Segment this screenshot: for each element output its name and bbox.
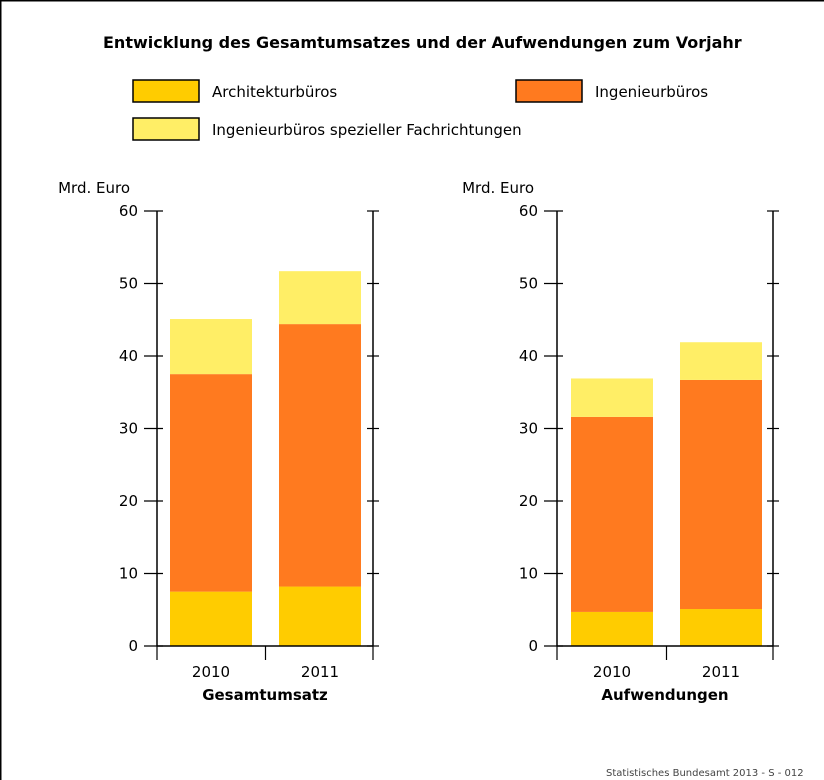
bar-stack-2011: [279, 271, 361, 646]
x-tick-label: 2011: [702, 663, 740, 681]
legend-swatch: [132, 79, 200, 103]
bar-segment: [571, 416, 653, 612]
y-tick-label: 60: [519, 202, 538, 220]
legend-swatch: [132, 117, 200, 141]
bar-segment: [170, 591, 252, 646]
x-tick-label: 2010: [593, 663, 631, 681]
bar-segment: [680, 609, 762, 646]
y-tick-label: 10: [519, 565, 538, 583]
legend-item-architekturbueros: Architekturbüros: [132, 79, 337, 103]
chart-aufwendungen: Mrd. Euro 0 10 20 30 40 50 60 2010 2011 Aufwendung…: [462, 179, 779, 704]
legend-label: Ingenieurbüros: [595, 83, 708, 101]
y-tick-label: 30: [119, 420, 138, 438]
chart-gesamtumsatz: Mrd. Euro 0 10 20 30 40 50 60 2010 2011 Gesamtumsa…: [58, 179, 379, 704]
bar-stack-2011: [680, 342, 762, 646]
y-tick-label: 60: [119, 202, 138, 220]
y-tick-label: 10: [119, 565, 138, 583]
bar-segment: [279, 324, 361, 587]
legend-label: Architekturbüros: [212, 83, 337, 101]
source-note: Statistisches Bundesamt 2013 - S - 012: [606, 768, 804, 779]
bar-segment: [571, 378, 653, 417]
y-axis-label: Mrd. Euro: [58, 179, 130, 197]
bar-segment: [680, 379, 762, 610]
bar-stack-2010: [571, 378, 653, 646]
chart-title: Entwicklung des Gesamtumsatzes und der A…: [103, 33, 742, 52]
y-tick-label: 20: [519, 492, 538, 510]
legend-swatch: [515, 79, 583, 103]
bar-segment: [170, 319, 252, 375]
legend-item-ingenieurbueros: Ingenieurbüros: [515, 79, 708, 103]
x-axis-label: Aufwendungen: [601, 686, 728, 704]
bar-segment: [170, 374, 252, 592]
y-tick-label: 20: [119, 492, 138, 510]
y-tick-label: 40: [119, 347, 138, 365]
y-tick-label: 50: [519, 275, 538, 293]
bar-segment: [279, 271, 361, 325]
bar-segment: [279, 586, 361, 646]
x-tick-label: 2011: [301, 663, 339, 681]
legend: Architekturbüros Ingenieurbüros Ingenieu…: [132, 79, 708, 141]
x-axis-label: Gesamtumsatz: [202, 686, 328, 704]
y-tick-label: 30: [519, 420, 538, 438]
y-tick-label: 40: [519, 347, 538, 365]
y-tick-label: 0: [128, 637, 138, 655]
bar-segment: [680, 342, 762, 380]
x-tick-label: 2010: [192, 663, 230, 681]
y-tick-label: 50: [119, 275, 138, 293]
bar-segment: [571, 611, 653, 646]
y-axis-label: Mrd. Euro: [462, 179, 534, 197]
legend-label: Ingenieurbüros spezieller Fachrichtungen: [212, 121, 522, 139]
y-tick-label: 0: [528, 637, 538, 655]
bar-stack-2010: [170, 319, 252, 646]
legend-item-spezielle-fachrichtungen: Ingenieurbüros spezieller Fachrichtungen: [132, 117, 522, 141]
